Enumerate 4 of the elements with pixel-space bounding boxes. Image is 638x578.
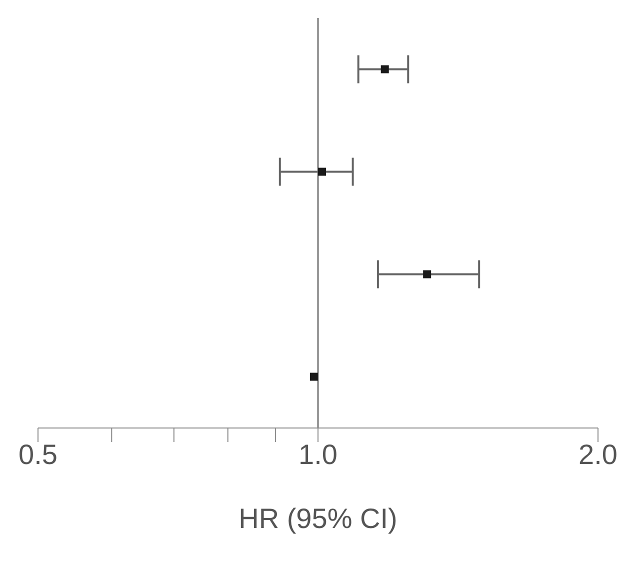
x-axis-title: HR (95% CI) <box>238 503 398 534</box>
x-tick-label: 2.0 <box>578 438 618 470</box>
x-tick-label: 0.5 <box>18 438 58 470</box>
x-tick-label: 1.0 <box>298 438 338 470</box>
